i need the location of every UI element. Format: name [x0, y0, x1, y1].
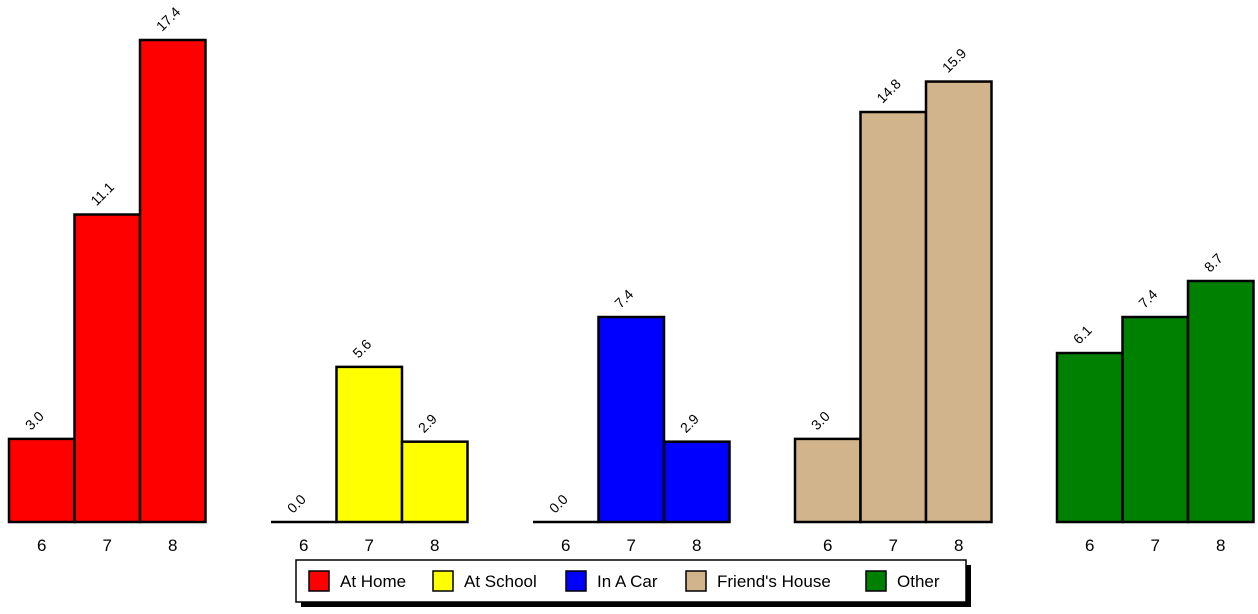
- value-label: 8.7: [1201, 250, 1226, 275]
- value-label: 11.1: [87, 179, 117, 209]
- legend-box: [295, 559, 967, 603]
- legend-label-at-school: At School: [464, 572, 537, 591]
- value-label: 14.8: [873, 75, 904, 106]
- value-label: 15.9: [939, 45, 970, 76]
- x-tick-label: 8: [168, 536, 177, 555]
- x-tick-label: 6: [823, 536, 832, 555]
- value-label: 17.4: [153, 3, 184, 34]
- bar-other-8: [1186, 279, 1255, 524]
- bar-in-a-car-7: [597, 315, 666, 524]
- value-label: 3.0: [22, 408, 47, 433]
- bar-at-home-7: [73, 213, 142, 524]
- x-tick-label: 8: [692, 536, 701, 555]
- bar-group-other: 6.1 6 7.4 7 8.7 8: [1055, 250, 1255, 555]
- bar-at-school-8: [400, 440, 469, 524]
- x-tick-label: 7: [627, 536, 636, 555]
- bar-group-in-a-car: 0.0 6 7.4 7 2.9 8: [533, 286, 731, 555]
- value-label: 5.6: [349, 336, 374, 361]
- x-tick-label: 8: [1216, 536, 1225, 555]
- bar-in-a-car-8: [662, 440, 731, 524]
- value-label: 7.4: [1135, 286, 1160, 311]
- value-label: 6.1: [1070, 322, 1095, 347]
- legend-items: At Home At School In A Car Friend's House Ot…: [308, 570, 940, 592]
- value-label: 2.9: [677, 411, 702, 436]
- bar-at-school-7: [335, 365, 404, 524]
- legend-label-friend-s-house: Friend's House: [717, 572, 831, 591]
- value-label: 0.0: [284, 491, 309, 516]
- x-tick-label: 8: [430, 536, 439, 555]
- x-tick-label: 6: [37, 536, 46, 555]
- legend-swatch-friend-s-house: [685, 570, 707, 592]
- bar-friend-s-house-7: [859, 110, 928, 524]
- legend-label-in-a-car: In A Car: [597, 572, 658, 591]
- legend-label-at-home: At Home: [340, 572, 406, 591]
- bar-groups: 3.0611.1717.480.065.672.980.067.472.983.…: [7, 3, 1255, 555]
- value-label: 7.4: [611, 286, 636, 311]
- bar-group-at-home: 3.0 6 11.1 7 17.4 8: [7, 3, 207, 555]
- x-tick-label: 6: [561, 536, 570, 555]
- x-tick-label: 7: [1151, 536, 1160, 555]
- x-tick-label: 8: [954, 536, 963, 555]
- bar-at-home-8: [138, 38, 207, 524]
- x-tick-label: 7: [889, 536, 898, 555]
- x-tick-label: 7: [103, 536, 112, 555]
- bar-friend-s-house-8: [924, 80, 993, 524]
- legend-swatch-other: [865, 570, 887, 592]
- bar-other-6: [1055, 351, 1124, 524]
- bar-group-friend-s-house: 3.0 6 14.8 7 15.9 8: [793, 45, 993, 555]
- legend: At Home At School In A Car Friend's House Ot…: [295, 559, 971, 607]
- legend-swatch-in-a-car: [565, 570, 587, 592]
- bar-friend-s-house-6: [793, 437, 862, 524]
- legend-swatch-at-school: [432, 570, 454, 592]
- bar-group-at-school: 0.0 6 5.6 7 2.9 8: [271, 336, 469, 555]
- value-label: 2.9: [415, 411, 440, 436]
- x-tick-label: 7: [365, 536, 374, 555]
- value-label: 3.0: [808, 408, 833, 433]
- legend-swatch-at-home: [308, 570, 330, 592]
- x-tick-label: 6: [299, 536, 308, 555]
- value-label: 0.0: [546, 491, 571, 516]
- x-tick-label: 6: [1085, 536, 1094, 555]
- legend-label-other: Other: [897, 572, 940, 591]
- bar-other-7: [1121, 315, 1190, 524]
- bar-at-home-6: [7, 437, 76, 524]
